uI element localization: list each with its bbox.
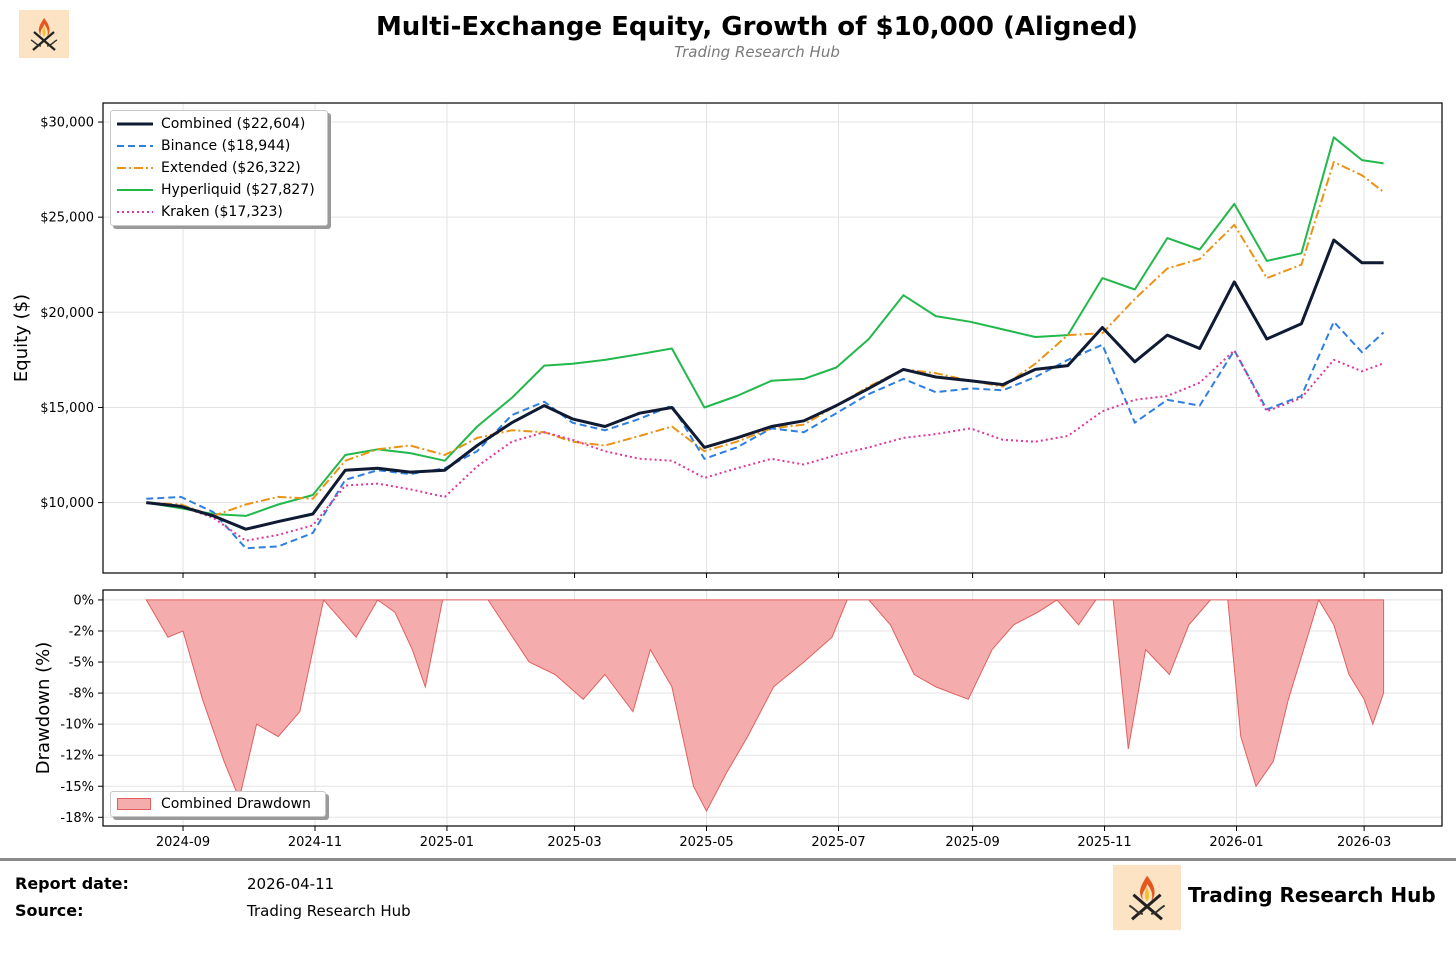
x-tick-label: 2026-03 — [1337, 835, 1391, 850]
equity-y-tick-label: $20,000 — [40, 306, 94, 321]
legend-label-hyperliquid: Hyperliquid ($27,827) — [161, 182, 315, 198]
legend-label-combined: Combined ($22,604) — [161, 116, 306, 132]
footer-divider — [0, 858, 1456, 861]
legend-label-extended: Extended ($26,322) — [161, 160, 301, 176]
equity-y-tick-label: $30,000 — [40, 116, 94, 131]
drawdown-y-tick-label: 0% — [73, 593, 94, 608]
series-line-combined — [146, 238, 1384, 531]
legend-item-combined: Combined ($22,604) — [111, 113, 327, 135]
x-tick-label: 2024-09 — [156, 835, 210, 850]
x-tick-label: 2025-05 — [679, 835, 733, 850]
equity-plot-frame — [102, 102, 1443, 574]
series-line-kraken — [146, 349, 1384, 542]
legend-item-hyperliquid: Hyperliquid ($27,827) — [111, 179, 327, 201]
legend-item-binance: Binance ($18,944) — [111, 135, 327, 157]
drawdown-series — [145, 598, 1385, 813]
x-tick-label: 2024-11 — [288, 835, 342, 850]
drawdown-legend: Combined Drawdown — [110, 791, 326, 817]
legend-label-kraken: Kraken ($17,323) — [161, 204, 283, 220]
equity-y-ticks: $10,000 $15,000 $20,000 $25,000 $30,000 — [40, 116, 103, 511]
report-date-value: 2026-04-11 — [247, 875, 335, 893]
x-tick-label: 2025-09 — [945, 835, 999, 850]
x-tick-label: 2026-01 — [1209, 835, 1263, 850]
legend-label-drawdown: Combined Drawdown — [161, 796, 311, 812]
drawdown-y-tick-label: -15% — [60, 780, 94, 795]
equity-y-tick-label: $25,000 — [40, 211, 94, 226]
source-value: Trading Research Hub — [247, 902, 411, 920]
series-line-binance — [146, 320, 1385, 550]
equity-y-tick-label: $10,000 — [40, 496, 94, 511]
drawdown-y-ticks: 0% -2% -5% -8% -10% -12% -15% -18% — [60, 593, 103, 826]
x-tick-label: 2025-07 — [811, 835, 865, 850]
equity-legend: Combined ($22,604) Binance ($18,944) Ext… — [110, 110, 328, 226]
report-date-label: Report date: — [15, 874, 129, 893]
drawdown-y-tick-label: -8% — [69, 687, 94, 702]
drawdown-plot-frame — [102, 589, 1443, 827]
chart-title: Multi-Exchange Equity, Growth of $10,000… — [375, 12, 1139, 42]
drawdown-y-axis-label: Drawdown (%) — [33, 642, 54, 774]
flame-crossed-swords-logo-icon — [19, 10, 69, 58]
drawdown-grid — [103, 590, 1442, 826]
x-tick-label: 2025-01 — [420, 835, 474, 850]
brand-name: Trading Research Hub — [1188, 883, 1436, 907]
x-tick-label: 2025-03 — [547, 835, 601, 850]
equity-series — [146, 136, 1385, 550]
legend-item-extended: Extended ($26,322) — [111, 157, 327, 179]
date-x-ticks: 2024-09 2024-11 2025-01 2025-03 2025-05 2025-… — [156, 573, 1391, 850]
source-label: Source: — [15, 901, 84, 920]
legend-label-binance: Binance ($18,944) — [161, 138, 291, 154]
drawdown-y-tick-label: -2% — [69, 624, 94, 639]
drawdown-y-tick-label: -10% — [60, 718, 94, 733]
chart-subtitle: Trading Research Hub — [674, 43, 840, 61]
flame-crossed-swords-logo-icon — [1113, 864, 1181, 931]
equity-y-axis-label: Equity ($) — [11, 294, 32, 382]
drawdown-y-tick-label: -18% — [60, 811, 94, 826]
x-tick-label: 2025-11 — [1077, 835, 1131, 850]
equity-y-tick-label: $15,000 — [40, 401, 94, 416]
drawdown-area — [145, 598, 1385, 813]
series-line-extended — [146, 161, 1385, 517]
drawdown-y-tick-label: -5% — [69, 656, 94, 671]
drawdown-y-tick-label: -12% — [60, 749, 94, 764]
legend-item-kraken: Kraken ($17,323) — [111, 201, 327, 223]
drawdown-swatch — [117, 798, 151, 810]
series-line-hyperliquid — [146, 136, 1384, 517]
